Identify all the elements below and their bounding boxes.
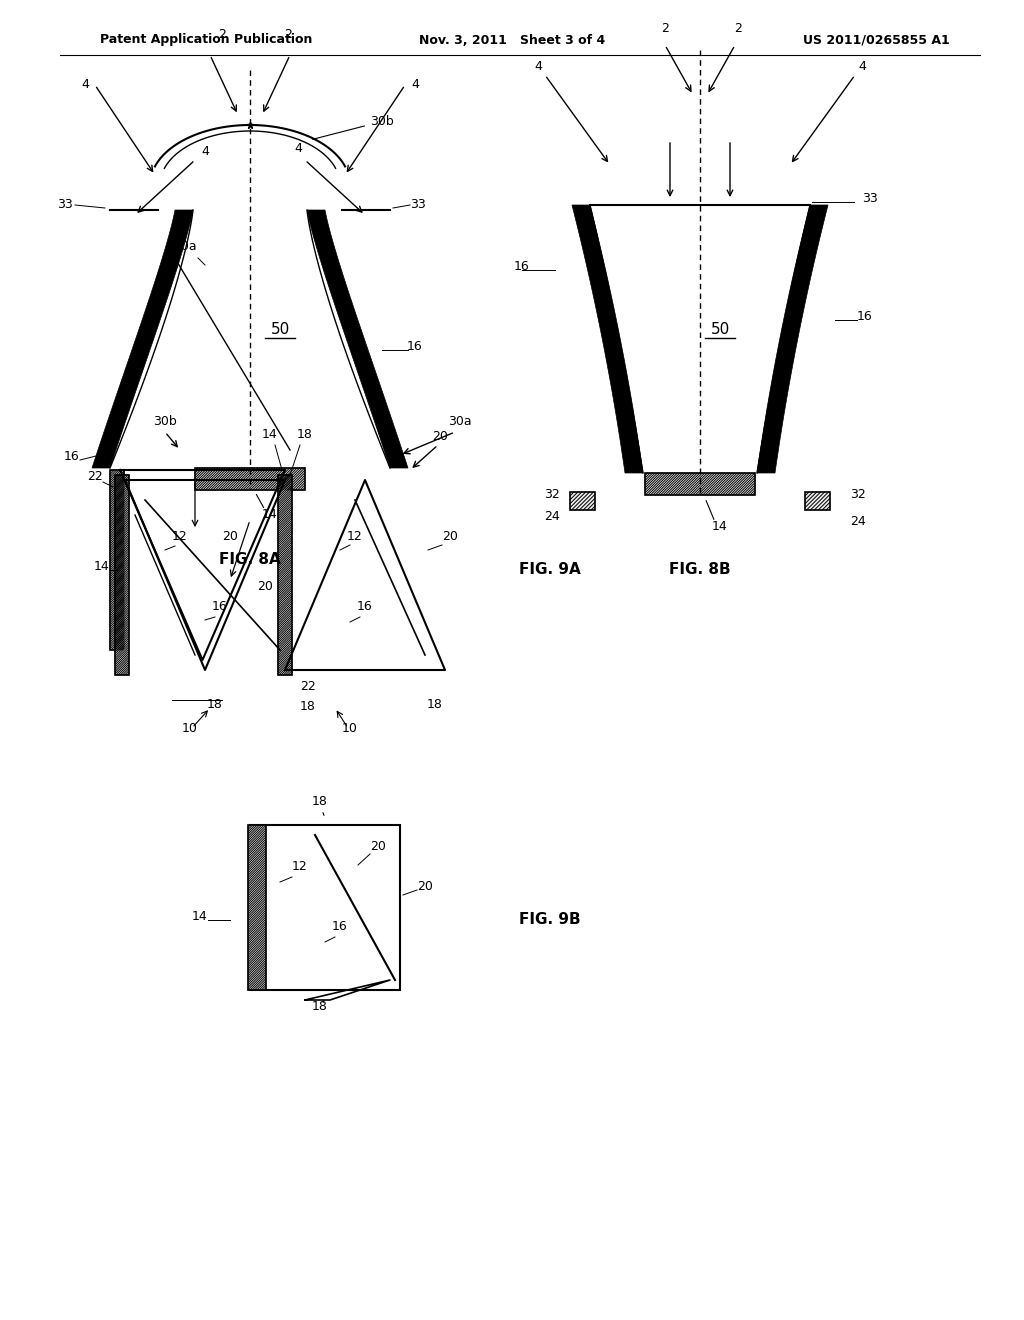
Text: 16: 16 xyxy=(212,601,228,612)
Text: FIG. 8B: FIG. 8B xyxy=(670,562,731,578)
PathPatch shape xyxy=(307,210,408,469)
Text: 33: 33 xyxy=(862,191,878,205)
Text: 20: 20 xyxy=(222,531,238,543)
Text: 14: 14 xyxy=(262,428,278,441)
Text: 12: 12 xyxy=(347,531,362,543)
Text: 20: 20 xyxy=(417,880,433,894)
Text: 30a: 30a xyxy=(173,240,197,253)
Text: 10: 10 xyxy=(182,722,198,735)
Text: 20: 20 xyxy=(257,579,273,593)
Text: 20: 20 xyxy=(432,430,447,444)
Text: 16: 16 xyxy=(357,601,373,612)
Text: 50: 50 xyxy=(711,322,730,338)
Text: 4: 4 xyxy=(294,143,302,154)
Text: 20: 20 xyxy=(370,840,386,853)
Bar xyxy=(805,492,830,510)
Text: 4: 4 xyxy=(858,59,866,73)
Bar xyxy=(248,825,266,990)
Text: 30b: 30b xyxy=(154,414,177,428)
Text: 2: 2 xyxy=(734,22,742,36)
Text: Nov. 3, 2011   Sheet 3 of 4: Nov. 3, 2011 Sheet 3 of 4 xyxy=(419,33,605,46)
Text: 12: 12 xyxy=(172,531,187,543)
Text: 14: 14 xyxy=(262,508,278,521)
Text: 22: 22 xyxy=(300,680,315,693)
Text: 4: 4 xyxy=(81,78,89,91)
Text: 4: 4 xyxy=(535,59,542,73)
Text: 4: 4 xyxy=(201,145,209,158)
Text: 18: 18 xyxy=(427,698,443,711)
Text: 24: 24 xyxy=(850,515,866,528)
Bar xyxy=(195,469,305,490)
Text: 14: 14 xyxy=(94,560,110,573)
Bar xyxy=(115,475,129,675)
Text: 12: 12 xyxy=(292,861,308,873)
Bar xyxy=(645,473,755,495)
Text: 22: 22 xyxy=(87,470,102,483)
Text: 33: 33 xyxy=(57,198,73,211)
Text: 18: 18 xyxy=(312,1001,328,1012)
Text: 18: 18 xyxy=(297,428,313,441)
Text: 32: 32 xyxy=(544,488,560,502)
Text: 18: 18 xyxy=(207,698,223,711)
Text: 14: 14 xyxy=(193,909,208,923)
Text: 18: 18 xyxy=(312,795,328,808)
Text: 2: 2 xyxy=(662,22,669,36)
Text: 2: 2 xyxy=(218,29,226,41)
Text: FIG. 8A: FIG. 8A xyxy=(219,553,281,568)
Text: 16: 16 xyxy=(408,341,423,352)
Text: FIG. 9B: FIG. 9B xyxy=(519,912,581,928)
Text: 14: 14 xyxy=(712,520,728,533)
Bar xyxy=(570,492,595,510)
Text: 24: 24 xyxy=(544,510,560,523)
Text: Patent Application Publication: Patent Application Publication xyxy=(100,33,312,46)
Bar xyxy=(250,825,400,990)
Text: US 2011/0265855 A1: US 2011/0265855 A1 xyxy=(803,33,950,46)
Text: 4: 4 xyxy=(411,78,419,91)
Text: 10: 10 xyxy=(342,722,358,735)
Text: 30b: 30b xyxy=(312,115,394,140)
Text: 16: 16 xyxy=(332,920,348,933)
Text: 16: 16 xyxy=(857,310,872,323)
Text: 30a: 30a xyxy=(449,414,472,428)
PathPatch shape xyxy=(92,210,193,469)
Text: 16: 16 xyxy=(514,260,529,273)
Text: FIG. 9A: FIG. 9A xyxy=(519,562,581,578)
Text: 20: 20 xyxy=(442,531,458,543)
Bar xyxy=(278,475,292,675)
Text: 33: 33 xyxy=(411,198,426,211)
Text: 16: 16 xyxy=(65,450,80,463)
PathPatch shape xyxy=(572,205,643,473)
Text: 2: 2 xyxy=(284,29,292,41)
Text: 50: 50 xyxy=(270,322,290,338)
Text: 18: 18 xyxy=(300,700,316,713)
Text: 32: 32 xyxy=(850,488,866,502)
Bar xyxy=(110,470,124,649)
PathPatch shape xyxy=(757,205,828,473)
